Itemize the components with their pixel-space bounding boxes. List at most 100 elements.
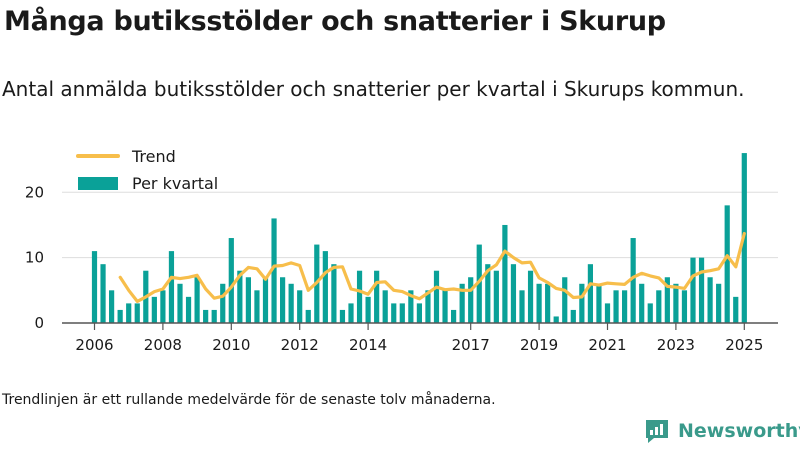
x-tick-label: 2025: [725, 336, 763, 354]
bar: [220, 283, 226, 323]
bar: [596, 283, 602, 323]
bar: [382, 290, 388, 323]
bar: [254, 290, 260, 323]
bar: [451, 309, 457, 323]
bar: [203, 309, 209, 323]
bar: [733, 296, 739, 323]
bar: [519, 290, 525, 323]
bar: [399, 303, 405, 323]
bar: [408, 290, 414, 323]
bar: [425, 290, 431, 323]
bar: [681, 290, 688, 323]
bar: [331, 264, 337, 323]
bar: [476, 244, 482, 323]
bar: [570, 309, 576, 323]
bar: [237, 270, 243, 323]
x-tick-label: 2014: [349, 336, 387, 354]
bar: [117, 309, 123, 323]
legend-trend-label: Trend: [131, 147, 176, 166]
bar: [647, 303, 653, 323]
brand: Newsworthy: [644, 418, 800, 444]
bar: [365, 296, 371, 323]
bar: [91, 251, 98, 323]
bar: [673, 283, 679, 323]
bar: [160, 290, 166, 323]
y-tick-label: 10: [25, 249, 44, 267]
chart-subtitle: Antal anmälda butiksstölder och snatteri…: [2, 77, 745, 101]
x-tick-label: 2012: [281, 336, 319, 354]
bar: [288, 283, 294, 323]
axes: 0 10 20 2006 2008 2010 2012 2014 2017 2019 2021 202…: [25, 183, 778, 354]
bar: [630, 238, 636, 323]
newsworthy-logo-icon: [646, 420, 668, 443]
bar: [356, 270, 363, 323]
legend-bar-swatch: [78, 177, 118, 190]
bar: [391, 303, 397, 323]
x-tick-label: 2006: [75, 336, 113, 354]
bar: [656, 290, 662, 323]
bar: [724, 205, 730, 323]
bar: [322, 251, 328, 323]
y-tick-label: 0: [34, 314, 44, 332]
bar: [442, 290, 448, 323]
bar: [374, 270, 380, 323]
bar: [468, 277, 474, 323]
bar: [262, 277, 269, 323]
bar: [177, 283, 183, 323]
bar: [562, 277, 568, 323]
x-tick-label: 2017: [452, 336, 490, 354]
bar: [297, 290, 303, 323]
bar: [433, 270, 440, 323]
bar: [245, 277, 251, 323]
x-tick-label: 2019: [520, 336, 558, 354]
bar: [100, 264, 106, 323]
brand-name: Newsworthy: [678, 420, 800, 442]
bar: [536, 283, 542, 323]
bar: [664, 277, 670, 323]
bar: [553, 316, 559, 323]
bar: [228, 238, 234, 323]
bar: [348, 303, 354, 323]
chart: Trend Per kvartal 0 10 20 2006 2008 2010 2012 2…: [25, 147, 778, 354]
x-tick-label: 2023: [657, 336, 695, 354]
bar: [211, 309, 217, 323]
y-tick-label: 20: [25, 183, 44, 201]
bar: [151, 296, 157, 323]
bar: [716, 283, 722, 323]
bar: [185, 296, 192, 323]
bar: [579, 283, 585, 323]
bar: [690, 257, 696, 323]
footnote: Trendlinjen är ett rullande medelvärde f…: [2, 392, 496, 408]
bar: [622, 290, 628, 323]
bar: [545, 283, 551, 323]
bar: [126, 303, 132, 323]
legend: Trend Per kvartal: [76, 147, 218, 193]
legend-bar-label: Per kvartal: [132, 174, 218, 193]
bar: [280, 277, 286, 323]
x-tick-label: 2010: [212, 336, 250, 354]
bar: [587, 264, 593, 323]
gridlines: [62, 191, 778, 259]
bar: [271, 218, 277, 323]
chart-title: Många butiksstölder och snatterier i Sku…: [4, 6, 666, 37]
bar: [109, 290, 115, 323]
x-tick-label: 2008: [144, 336, 182, 354]
bar: [485, 264, 491, 323]
bar: [305, 309, 311, 323]
bar: [134, 303, 140, 323]
bar: [194, 277, 200, 323]
bar: [493, 270, 499, 323]
bar: [459, 283, 465, 323]
bar: [502, 224, 508, 323]
bar: [639, 283, 645, 323]
bar: [707, 277, 713, 323]
bar: [339, 309, 346, 323]
bar: [698, 257, 705, 323]
bar: [510, 264, 517, 323]
bar: [416, 303, 422, 323]
trend-series: [118, 231, 746, 303]
bar: [613, 290, 619, 323]
trend-line: [118, 231, 746, 303]
bar: [168, 251, 175, 323]
bar: [604, 303, 611, 323]
